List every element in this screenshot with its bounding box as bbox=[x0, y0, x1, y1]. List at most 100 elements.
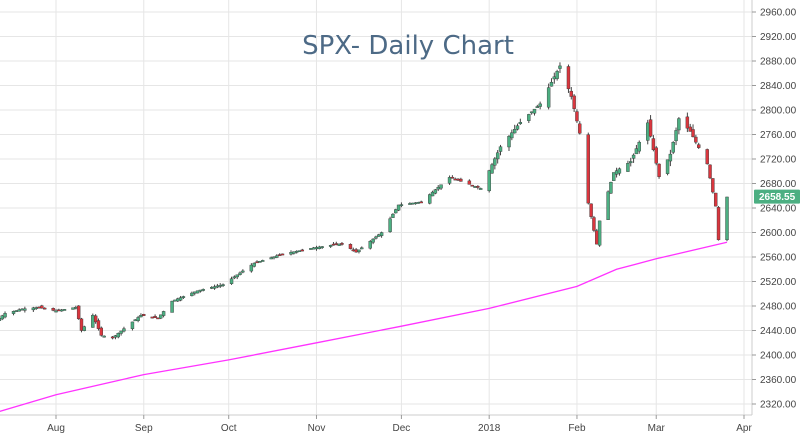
candle-up bbox=[408, 203, 412, 205]
candle-up bbox=[512, 129, 517, 134]
candle-up bbox=[374, 236, 378, 239]
y-tick-label: 2760.00 bbox=[760, 130, 797, 141]
candle-down bbox=[592, 217, 596, 231]
candle-down bbox=[450, 176, 455, 179]
candle-up bbox=[507, 136, 511, 148]
candle-up bbox=[634, 148, 639, 155]
candle-up bbox=[399, 204, 404, 206]
candle-up bbox=[328, 245, 333, 247]
candle-up bbox=[178, 297, 183, 301]
candle-down bbox=[470, 184, 474, 187]
candle-up bbox=[221, 284, 225, 286]
y-tick-label: 2480.00 bbox=[760, 302, 797, 313]
candle-down bbox=[156, 317, 160, 320]
candle-down bbox=[586, 134, 590, 204]
candle-down bbox=[648, 119, 653, 137]
candle-up bbox=[626, 163, 630, 172]
candle-up bbox=[130, 321, 135, 329]
candle-down bbox=[334, 243, 338, 245]
candle-down bbox=[150, 316, 154, 319]
candles bbox=[0, 62, 729, 340]
candle-down bbox=[51, 308, 55, 311]
candle-down bbox=[708, 164, 712, 179]
x-tick-label: Mar bbox=[648, 423, 666, 434]
candle-down bbox=[96, 320, 101, 329]
candle-up bbox=[170, 300, 174, 313]
candle-down bbox=[467, 180, 472, 185]
candle-up bbox=[413, 202, 418, 205]
candle-up bbox=[555, 71, 559, 79]
candle-up bbox=[629, 161, 633, 164]
candle-up bbox=[314, 247, 319, 250]
candle-up bbox=[20, 308, 24, 311]
candle-up bbox=[498, 146, 503, 152]
last-price-tag: 2658.55 bbox=[754, 189, 800, 204]
candle-down bbox=[685, 116, 690, 129]
candle-up bbox=[34, 307, 38, 309]
moving-average-line bbox=[0, 241, 728, 413]
last-price-tag-background bbox=[754, 189, 800, 204]
candle-down bbox=[348, 243, 353, 249]
candle-up bbox=[646, 122, 650, 141]
candle-up bbox=[258, 261, 262, 263]
candle-up bbox=[637, 141, 641, 152]
candle-up bbox=[510, 132, 514, 139]
candle-up bbox=[23, 308, 27, 311]
candle-down bbox=[419, 201, 423, 204]
candle-up bbox=[176, 298, 180, 302]
candle-up bbox=[317, 246, 322, 249]
candle-down bbox=[476, 186, 480, 188]
candle-down bbox=[696, 144, 701, 148]
candle-up bbox=[371, 238, 375, 243]
candle-up bbox=[294, 250, 299, 253]
candle-up bbox=[3, 313, 7, 318]
candle-up bbox=[289, 252, 293, 255]
candle-up bbox=[377, 234, 381, 237]
candle-up bbox=[671, 142, 675, 153]
candle-up bbox=[215, 285, 220, 288]
candle-up bbox=[252, 262, 256, 267]
candle-up bbox=[631, 154, 636, 159]
y-tick-label: 2960.00 bbox=[760, 8, 797, 19]
candle-down bbox=[255, 261, 259, 264]
candle-up bbox=[119, 330, 123, 334]
candle-up bbox=[275, 255, 279, 258]
candle-down bbox=[351, 249, 355, 252]
candle-up bbox=[549, 81, 554, 87]
candle-up bbox=[122, 328, 126, 332]
candle-up bbox=[529, 111, 534, 114]
candle-up bbox=[597, 220, 602, 246]
candle-up bbox=[241, 270, 245, 273]
candle-down bbox=[569, 90, 573, 97]
candle-up bbox=[136, 317, 140, 321]
candle-up bbox=[360, 247, 364, 250]
candle-up bbox=[195, 290, 200, 294]
candle-down bbox=[566, 66, 571, 90]
candle-up bbox=[161, 311, 166, 316]
candle-down bbox=[595, 230, 599, 245]
y-tick-label: 2600.00 bbox=[760, 228, 797, 239]
candle-up bbox=[552, 76, 557, 80]
candle-down bbox=[57, 309, 61, 312]
candle-up bbox=[546, 87, 551, 108]
candle-up bbox=[272, 256, 276, 259]
y-tick-label: 2920.00 bbox=[760, 32, 797, 43]
candle-down bbox=[79, 318, 84, 331]
candle-up bbox=[612, 172, 616, 181]
candle-down bbox=[280, 253, 285, 256]
candle-up bbox=[614, 170, 619, 175]
candle-up bbox=[139, 314, 143, 318]
candle-down bbox=[354, 249, 358, 253]
candle-down bbox=[456, 178, 460, 181]
candle-up bbox=[0, 318, 2, 321]
candle-up bbox=[249, 264, 254, 272]
candle-down bbox=[589, 203, 593, 217]
candle-up bbox=[113, 335, 118, 338]
candle-up bbox=[190, 292, 194, 297]
candle-down bbox=[40, 305, 44, 309]
candle-up bbox=[62, 309, 67, 311]
candle-up bbox=[668, 153, 673, 162]
candle-up bbox=[14, 310, 19, 312]
candle-down bbox=[42, 307, 47, 310]
y-tick-label: 2640.00 bbox=[760, 204, 797, 215]
